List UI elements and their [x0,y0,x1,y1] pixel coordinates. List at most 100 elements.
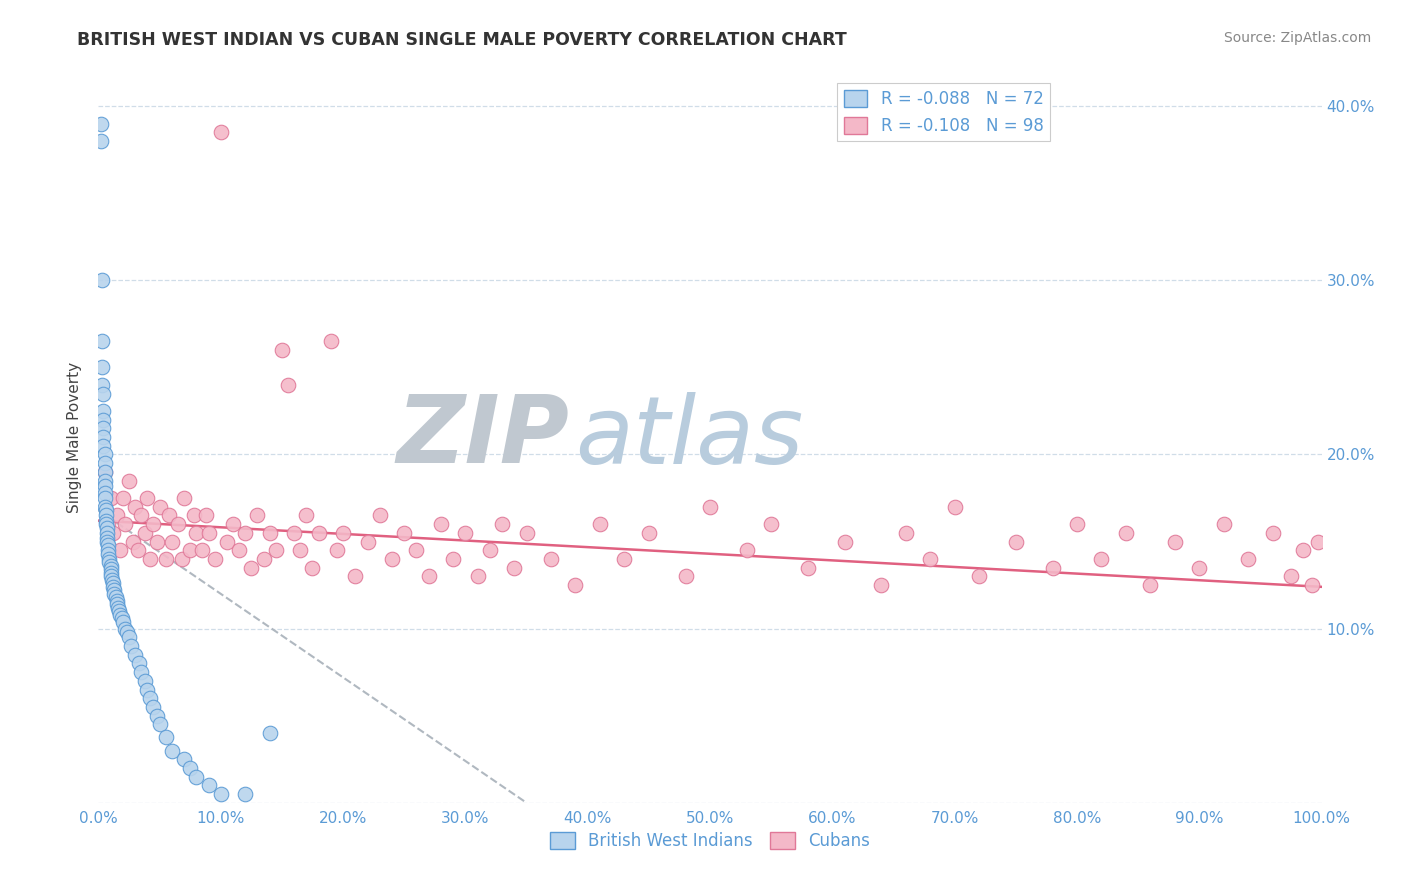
Point [98,552,121,566]
Point [1212,517,1234,532]
Point [101,525,124,540]
Point [93,448,115,462]
Point [160,534,183,549]
Point [344,569,367,583]
Point [111,615,134,629]
Point [252,552,274,566]
Point [111,491,134,505]
Point [326,543,349,558]
Point [870,578,893,592]
Legend: British West Indians, Cubans: British West Indians, Cubans [544,825,876,856]
Point [1306,534,1329,549]
Point [127,543,149,558]
Point [100,558,122,573]
Point [170,552,193,566]
Point [93,500,115,514]
Point [115,625,138,640]
Point [124,500,146,514]
Point [1004,534,1026,549]
Point [108,604,131,618]
Point [139,691,162,706]
Point [308,525,330,540]
Point [91,404,114,418]
Point [93,491,115,505]
Point [735,543,758,558]
Point [356,534,378,549]
Point [146,708,169,723]
Point [103,583,125,598]
Point [93,465,115,479]
Point [283,525,305,540]
Point [491,517,513,532]
Point [97,538,120,552]
Point [118,631,141,645]
Point [142,517,165,532]
Point [93,465,115,479]
Point [418,569,440,583]
Point [91,334,114,349]
Point [91,439,114,453]
Point [94,508,117,523]
Point [246,508,269,523]
Point [101,576,124,591]
Point [105,594,128,608]
Point [91,377,114,392]
Point [124,648,146,662]
Point [94,503,117,517]
Point [430,517,453,532]
Point [1261,525,1284,540]
Point [110,607,132,622]
Point [96,534,118,549]
Point [107,600,129,615]
Point [91,273,114,287]
Point [1237,552,1260,566]
Point [209,787,232,801]
Point [173,752,195,766]
Point [139,552,162,566]
Point [179,543,201,558]
Point [589,517,612,532]
Point [454,525,477,540]
Point [129,665,152,680]
Point [120,639,142,653]
Point [319,334,342,349]
Point [96,525,118,540]
Point [228,543,250,558]
Point [233,787,256,801]
Point [97,517,120,532]
Point [920,552,942,566]
Point [101,573,124,587]
Point [186,525,208,540]
Text: BRITISH WEST INDIAN VS CUBAN SINGLE MALE POVERTY CORRELATION CHART: BRITISH WEST INDIAN VS CUBAN SINGLE MALE… [77,31,846,49]
Point [100,491,122,505]
Point [515,525,537,540]
Point [197,525,219,540]
Y-axis label: Single Male Poverty: Single Male Poverty [67,361,83,513]
Point [136,682,159,697]
Point [197,778,219,792]
Point [160,743,183,757]
Point [943,500,966,514]
Point [94,514,117,528]
Point [392,525,416,540]
Point [97,547,120,561]
Point [91,412,114,426]
Point [110,543,132,558]
Point [128,657,150,671]
Point [259,525,281,540]
Point [121,534,143,549]
Point [1042,560,1064,574]
Text: ZIP: ZIP [396,391,569,483]
Text: atlas: atlas [575,392,804,483]
Point [103,587,125,601]
Point [100,566,122,580]
Point [301,560,323,574]
Point [146,534,169,549]
Point [155,730,177,744]
Point [277,377,299,392]
Point [149,500,172,514]
Point [467,569,489,583]
Point [183,508,205,523]
Point [215,534,238,549]
Point [1164,534,1187,549]
